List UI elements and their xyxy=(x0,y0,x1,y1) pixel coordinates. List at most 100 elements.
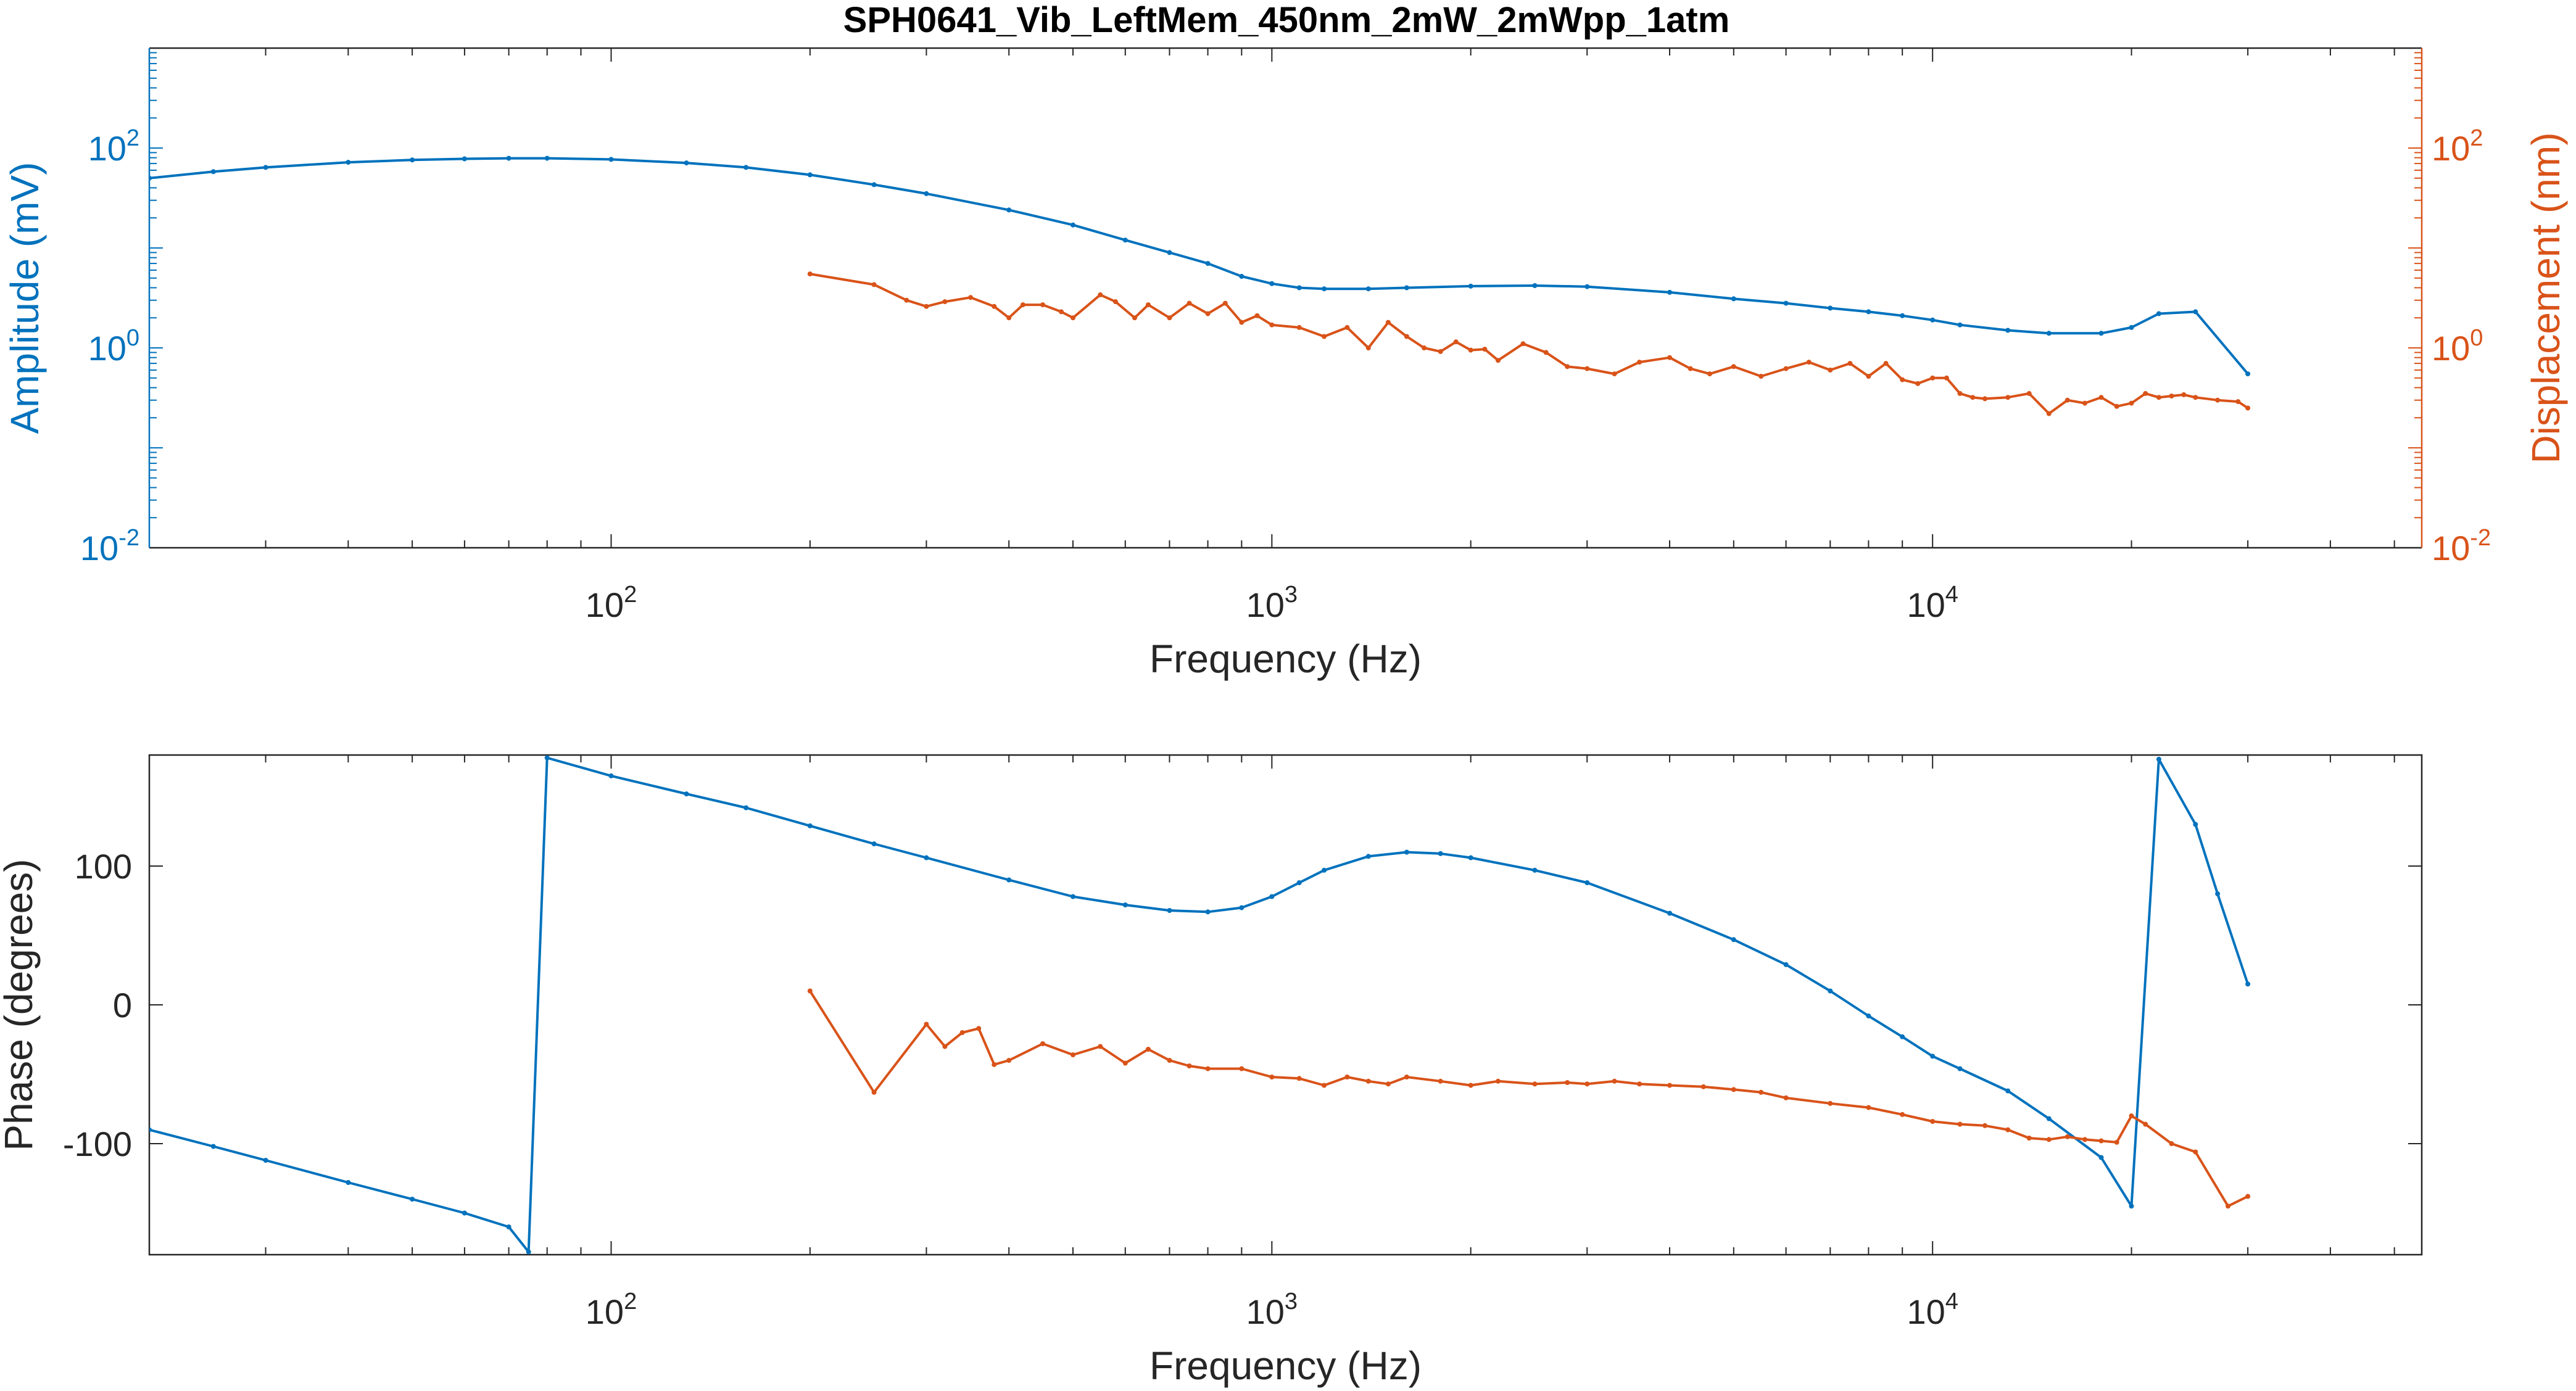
displacement-series-point xyxy=(1422,345,1427,350)
amplitude-series-point xyxy=(1584,284,1590,289)
displacement-series-point xyxy=(1866,374,1871,379)
displacement-series-point xyxy=(2143,390,2148,396)
displacement-series-point xyxy=(2065,397,2070,403)
displacement-series-point xyxy=(1239,320,1245,325)
amplitude-series-point xyxy=(807,172,813,178)
displacement-series-point xyxy=(1915,381,1921,386)
displacement-series-point xyxy=(1970,395,1976,400)
amplitude-series-point xyxy=(1532,283,1538,288)
phase-blue-series-point xyxy=(2046,1116,2052,1121)
phase-orange-series-point xyxy=(1667,1083,1673,1088)
phase-orange-series-point xyxy=(992,1062,997,1067)
phase-blue-series-point xyxy=(1468,855,1473,861)
phase-orange-series-point xyxy=(2082,1137,2087,1142)
amplitude-series-point xyxy=(1167,250,1172,255)
right-y-tick-label: 10-2 xyxy=(2432,525,2491,568)
phase-blue-series-point xyxy=(2005,1088,2011,1094)
displacement-series-point xyxy=(2098,395,2104,400)
phase-orange-series-point xyxy=(2245,1194,2251,1199)
displacement-series-point xyxy=(2082,400,2087,406)
displacement-series-point xyxy=(1565,364,1570,369)
phase-orange-series-point xyxy=(1612,1078,1617,1084)
displacement-series-point xyxy=(2245,405,2251,411)
amplitude-series-point xyxy=(2129,324,2134,330)
amplitude-series-point xyxy=(743,165,749,170)
left-y-tick-label: 10-2 xyxy=(80,525,139,568)
phase-orange-series-point xyxy=(1239,1066,1245,1071)
phase-blue-series-point xyxy=(2098,1155,2104,1160)
bottom-x-tick-label: 103 xyxy=(1246,1289,1298,1331)
phase-blue-series-point xyxy=(924,855,929,861)
phase-blue-series-point xyxy=(263,1158,268,1163)
displacement-series-point xyxy=(1930,375,1936,381)
amplitude-series-point xyxy=(1006,207,1012,213)
phase-blue-series-point xyxy=(2129,1203,2134,1209)
top-x-tick-label: 103 xyxy=(1246,582,1298,624)
phase-blue-series-point xyxy=(1866,1013,1871,1018)
phase-blue-series-point xyxy=(1239,905,1245,910)
phase-orange-series-point xyxy=(959,1030,965,1035)
phase-orange-series-point xyxy=(1385,1081,1391,1087)
displacement-series-point xyxy=(1071,315,1075,321)
phase-orange-series-line xyxy=(809,990,2248,1208)
phase-blue-series-point xyxy=(1006,877,1012,883)
phase-blue-series-point xyxy=(743,805,749,811)
phase-orange-series-point xyxy=(976,1026,982,1031)
phase-blue-series-point xyxy=(1296,880,1302,885)
displacement-series-point xyxy=(1982,396,1987,402)
amplitude-series-point xyxy=(346,160,351,165)
left-y-axis-label: Amplitude (mV) xyxy=(2,162,47,434)
displacement-series-point xyxy=(1365,345,1371,350)
amplitude-panel: 102 103 104 10-2 100 102 10-2 100 102 Frequency (… xyxy=(2,47,2568,681)
amplitude-series-point xyxy=(1239,274,1245,279)
displacement-series-point xyxy=(1828,367,1833,373)
phase-blue-series-point xyxy=(506,1224,511,1229)
phase-orange-series-point xyxy=(1982,1123,1987,1128)
amplitude-series-point xyxy=(1269,281,1275,286)
phase-blue-series-point xyxy=(544,755,550,761)
displacement-series-point xyxy=(1944,375,1949,381)
right-y-axis-label: Displacement (nm) xyxy=(2524,132,2568,463)
bottom-plot-area xyxy=(149,755,2251,1255)
phase-blue-series-point xyxy=(807,823,813,828)
amplitude-series-point xyxy=(1731,296,1736,302)
amplitude-series-point xyxy=(1900,313,1905,318)
amplitude-series-point xyxy=(1957,322,1963,328)
left-y-tick-label: 100 xyxy=(88,325,139,368)
amplitude-series-point xyxy=(410,157,415,163)
displacement-series-point xyxy=(2129,400,2134,406)
displacement-series-point xyxy=(904,297,909,303)
displacement-series-point xyxy=(1900,377,1905,382)
phase-orange-series-point xyxy=(1187,1063,1192,1068)
displacement-series-point xyxy=(1731,364,1736,369)
phase-blue-series-point xyxy=(526,1249,531,1255)
displacement-series-point xyxy=(2005,395,2011,400)
displacement-series-point xyxy=(1187,300,1192,306)
amplitude-series xyxy=(149,155,2251,377)
phase-blue-series-point xyxy=(1900,1034,1905,1039)
phase-orange-series-point xyxy=(1205,1066,1211,1071)
displacement-series-point xyxy=(942,299,948,305)
phase-blue-series-point xyxy=(1783,962,1789,967)
phase-orange-series-point xyxy=(2129,1113,2134,1118)
phase-orange-series-point xyxy=(1637,1081,1642,1087)
amplitude-series-point xyxy=(1296,285,1302,291)
displacement-series-point xyxy=(1453,339,1459,345)
amplitude-series-point xyxy=(2046,331,2052,336)
displacement-series-point xyxy=(2046,411,2052,416)
displacement-series-point xyxy=(1222,300,1228,306)
amplitude-series-point xyxy=(1866,309,1871,315)
phase-orange-series-point xyxy=(1584,1081,1590,1087)
amplitude-series-point xyxy=(2245,371,2251,377)
phase-blue-series-point xyxy=(1167,908,1172,913)
bottom-y-tick-label: 100 xyxy=(75,847,132,886)
displacement-series-point xyxy=(1688,366,1693,371)
displacement-series-point xyxy=(1707,371,1712,377)
displacement-series-point xyxy=(1667,355,1673,360)
phase-blue-series-point xyxy=(149,1127,152,1133)
phase-orange-series-point xyxy=(1365,1078,1371,1084)
displacement-series-point xyxy=(1098,292,1103,297)
phase-orange-series-point xyxy=(1122,1060,1128,1066)
amplitude-series-point xyxy=(1667,289,1673,295)
